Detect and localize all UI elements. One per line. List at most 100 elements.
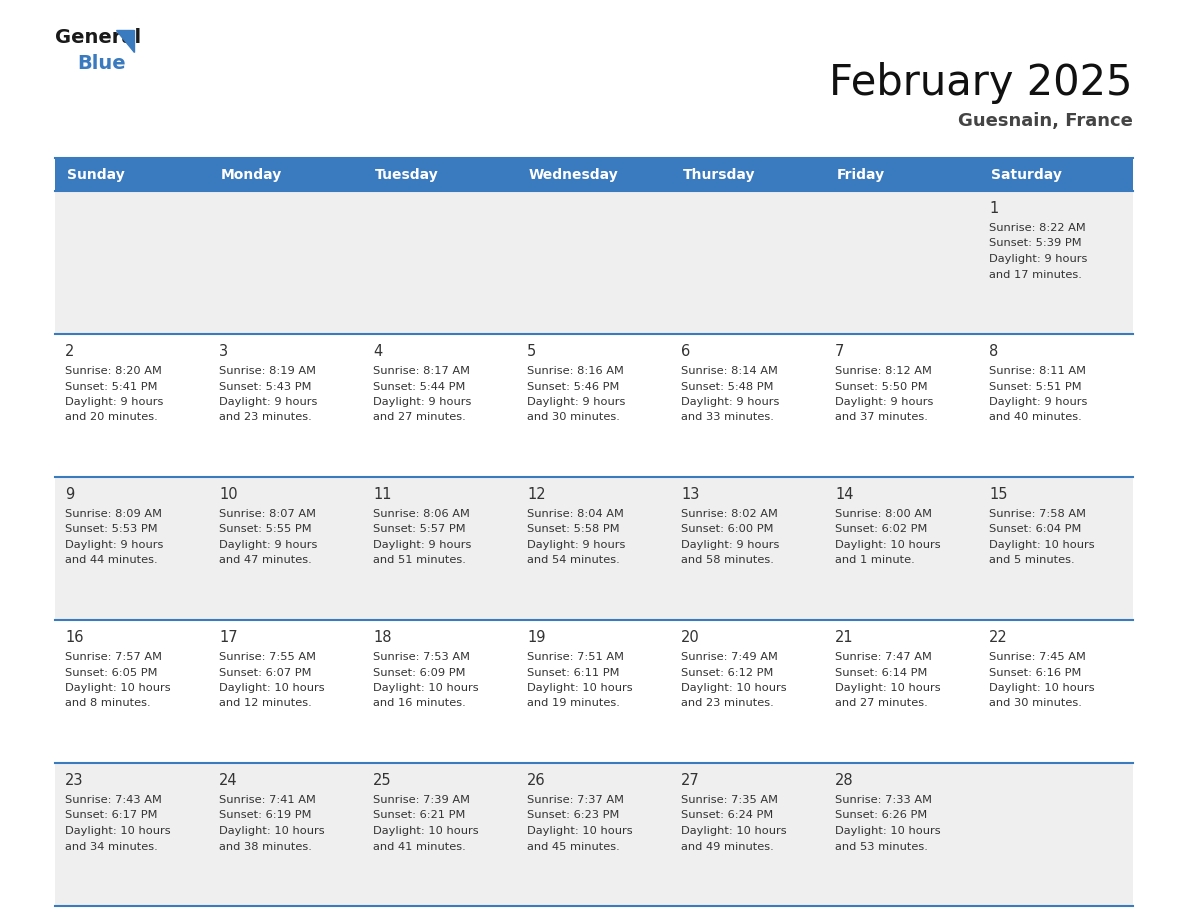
Text: and 44 minutes.: and 44 minutes. [65, 555, 158, 565]
Bar [55, 334, 1133, 477]
Text: Sunrise: 7:49 AM: Sunrise: 7:49 AM [681, 652, 778, 662]
Text: 7: 7 [835, 344, 845, 359]
Text: Saturday: Saturday [991, 167, 1062, 182]
Text: Daylight: 10 hours: Daylight: 10 hours [835, 826, 941, 836]
Text: and 47 minutes.: and 47 minutes. [219, 555, 311, 565]
Text: 8: 8 [988, 344, 998, 359]
Text: Sunset: 6:04 PM: Sunset: 6:04 PM [988, 524, 1081, 534]
Text: Daylight: 9 hours: Daylight: 9 hours [373, 397, 472, 407]
Text: Daylight: 10 hours: Daylight: 10 hours [373, 683, 479, 693]
Text: 27: 27 [681, 773, 700, 788]
Text: Sunrise: 8:20 AM: Sunrise: 8:20 AM [65, 366, 162, 376]
Text: and 49 minutes.: and 49 minutes. [681, 842, 773, 852]
Text: Sunset: 6:07 PM: Sunset: 6:07 PM [219, 667, 311, 677]
Text: 26: 26 [527, 773, 545, 788]
Text: Sunrise: 7:35 AM: Sunrise: 7:35 AM [681, 795, 778, 805]
Text: Guesnain, France: Guesnain, France [959, 112, 1133, 130]
Text: Sunrise: 7:55 AM: Sunrise: 7:55 AM [219, 652, 316, 662]
Text: Daylight: 9 hours: Daylight: 9 hours [988, 254, 1087, 264]
Text: 20: 20 [681, 630, 700, 645]
Text: Blue: Blue [77, 54, 126, 73]
Text: Tuesday: Tuesday [375, 167, 438, 182]
Text: and 51 minutes.: and 51 minutes. [373, 555, 466, 565]
Text: 19: 19 [527, 630, 545, 645]
Text: Sunset: 6:26 PM: Sunset: 6:26 PM [835, 811, 928, 821]
Text: 18: 18 [373, 630, 392, 645]
Text: Sunset: 5:48 PM: Sunset: 5:48 PM [681, 382, 773, 391]
Text: Sunset: 6:21 PM: Sunset: 6:21 PM [373, 811, 466, 821]
Bar [55, 763, 1133, 906]
Text: and 5 minutes.: and 5 minutes. [988, 555, 1075, 565]
Text: Sunset: 5:43 PM: Sunset: 5:43 PM [219, 382, 311, 391]
Text: and 33 minutes.: and 33 minutes. [681, 412, 773, 422]
Text: 17: 17 [219, 630, 238, 645]
Text: Daylight: 9 hours: Daylight: 9 hours [373, 540, 472, 550]
Text: Sunset: 5:51 PM: Sunset: 5:51 PM [988, 382, 1081, 391]
Text: Friday: Friday [838, 167, 885, 182]
Text: Daylight: 10 hours: Daylight: 10 hours [835, 540, 941, 550]
Text: and 38 minutes.: and 38 minutes. [219, 842, 312, 852]
Text: Daylight: 9 hours: Daylight: 9 hours [219, 540, 317, 550]
Text: Sunset: 6:23 PM: Sunset: 6:23 PM [527, 811, 619, 821]
Text: Sunset: 6:09 PM: Sunset: 6:09 PM [373, 667, 466, 677]
Text: Daylight: 10 hours: Daylight: 10 hours [835, 683, 941, 693]
Text: Monday: Monday [221, 167, 283, 182]
Text: Sunrise: 8:06 AM: Sunrise: 8:06 AM [373, 509, 470, 519]
Text: and 20 minutes.: and 20 minutes. [65, 412, 158, 422]
Text: Daylight: 10 hours: Daylight: 10 hours [219, 683, 324, 693]
Text: Daylight: 9 hours: Daylight: 9 hours [681, 540, 779, 550]
Text: and 27 minutes.: and 27 minutes. [373, 412, 466, 422]
Text: Sunrise: 7:39 AM: Sunrise: 7:39 AM [373, 795, 470, 805]
Text: Daylight: 9 hours: Daylight: 9 hours [988, 397, 1087, 407]
Text: and 41 minutes.: and 41 minutes. [373, 842, 466, 852]
Text: and 12 minutes.: and 12 minutes. [219, 699, 311, 709]
Text: and 58 minutes.: and 58 minutes. [681, 555, 773, 565]
Text: Daylight: 9 hours: Daylight: 9 hours [219, 397, 317, 407]
Bar [55, 191, 1133, 334]
Text: and 27 minutes.: and 27 minutes. [835, 699, 928, 709]
Text: Sunrise: 7:47 AM: Sunrise: 7:47 AM [835, 652, 931, 662]
Text: Sunrise: 7:41 AM: Sunrise: 7:41 AM [219, 795, 316, 805]
Bar [55, 620, 1133, 763]
Text: Sunset: 6:24 PM: Sunset: 6:24 PM [681, 811, 773, 821]
Text: 2: 2 [65, 344, 75, 359]
Text: Sunset: 6:02 PM: Sunset: 6:02 PM [835, 524, 928, 534]
Text: Daylight: 10 hours: Daylight: 10 hours [681, 826, 786, 836]
Polygon shape [116, 30, 134, 52]
Text: Sunset: 6:12 PM: Sunset: 6:12 PM [681, 667, 773, 677]
Text: Sunset: 5:41 PM: Sunset: 5:41 PM [65, 382, 158, 391]
Text: Sunrise: 8:00 AM: Sunrise: 8:00 AM [835, 509, 933, 519]
Text: and 34 minutes.: and 34 minutes. [65, 842, 158, 852]
Text: and 1 minute.: and 1 minute. [835, 555, 915, 565]
Text: 16: 16 [65, 630, 83, 645]
Text: and 45 minutes.: and 45 minutes. [527, 842, 620, 852]
Text: Sunrise: 8:09 AM: Sunrise: 8:09 AM [65, 509, 162, 519]
Text: Daylight: 10 hours: Daylight: 10 hours [988, 683, 1094, 693]
Text: and 54 minutes.: and 54 minutes. [527, 555, 620, 565]
Text: Sunday: Sunday [67, 167, 125, 182]
Text: and 19 minutes.: and 19 minutes. [527, 699, 620, 709]
Text: 15: 15 [988, 487, 1007, 502]
Text: Daylight: 10 hours: Daylight: 10 hours [373, 826, 479, 836]
Text: Sunset: 6:14 PM: Sunset: 6:14 PM [835, 667, 928, 677]
Text: Daylight: 9 hours: Daylight: 9 hours [835, 397, 934, 407]
Text: and 37 minutes.: and 37 minutes. [835, 412, 928, 422]
Text: Sunrise: 8:11 AM: Sunrise: 8:11 AM [988, 366, 1086, 376]
Text: Sunrise: 8:19 AM: Sunrise: 8:19 AM [219, 366, 316, 376]
Text: Sunrise: 8:07 AM: Sunrise: 8:07 AM [219, 509, 316, 519]
Text: and 30 minutes.: and 30 minutes. [988, 699, 1082, 709]
Text: 11: 11 [373, 487, 392, 502]
Text: Daylight: 10 hours: Daylight: 10 hours [527, 683, 633, 693]
Text: Sunrise: 8:17 AM: Sunrise: 8:17 AM [373, 366, 470, 376]
Text: Sunset: 5:46 PM: Sunset: 5:46 PM [527, 382, 619, 391]
Text: Sunrise: 7:33 AM: Sunrise: 7:33 AM [835, 795, 933, 805]
Text: 13: 13 [681, 487, 700, 502]
Text: Daylight: 10 hours: Daylight: 10 hours [527, 826, 633, 836]
Text: 23: 23 [65, 773, 83, 788]
Text: Sunset: 5:57 PM: Sunset: 5:57 PM [373, 524, 466, 534]
Text: 21: 21 [835, 630, 854, 645]
Text: 24: 24 [219, 773, 238, 788]
Text: 4: 4 [373, 344, 383, 359]
Text: 28: 28 [835, 773, 854, 788]
Text: 14: 14 [835, 487, 853, 502]
